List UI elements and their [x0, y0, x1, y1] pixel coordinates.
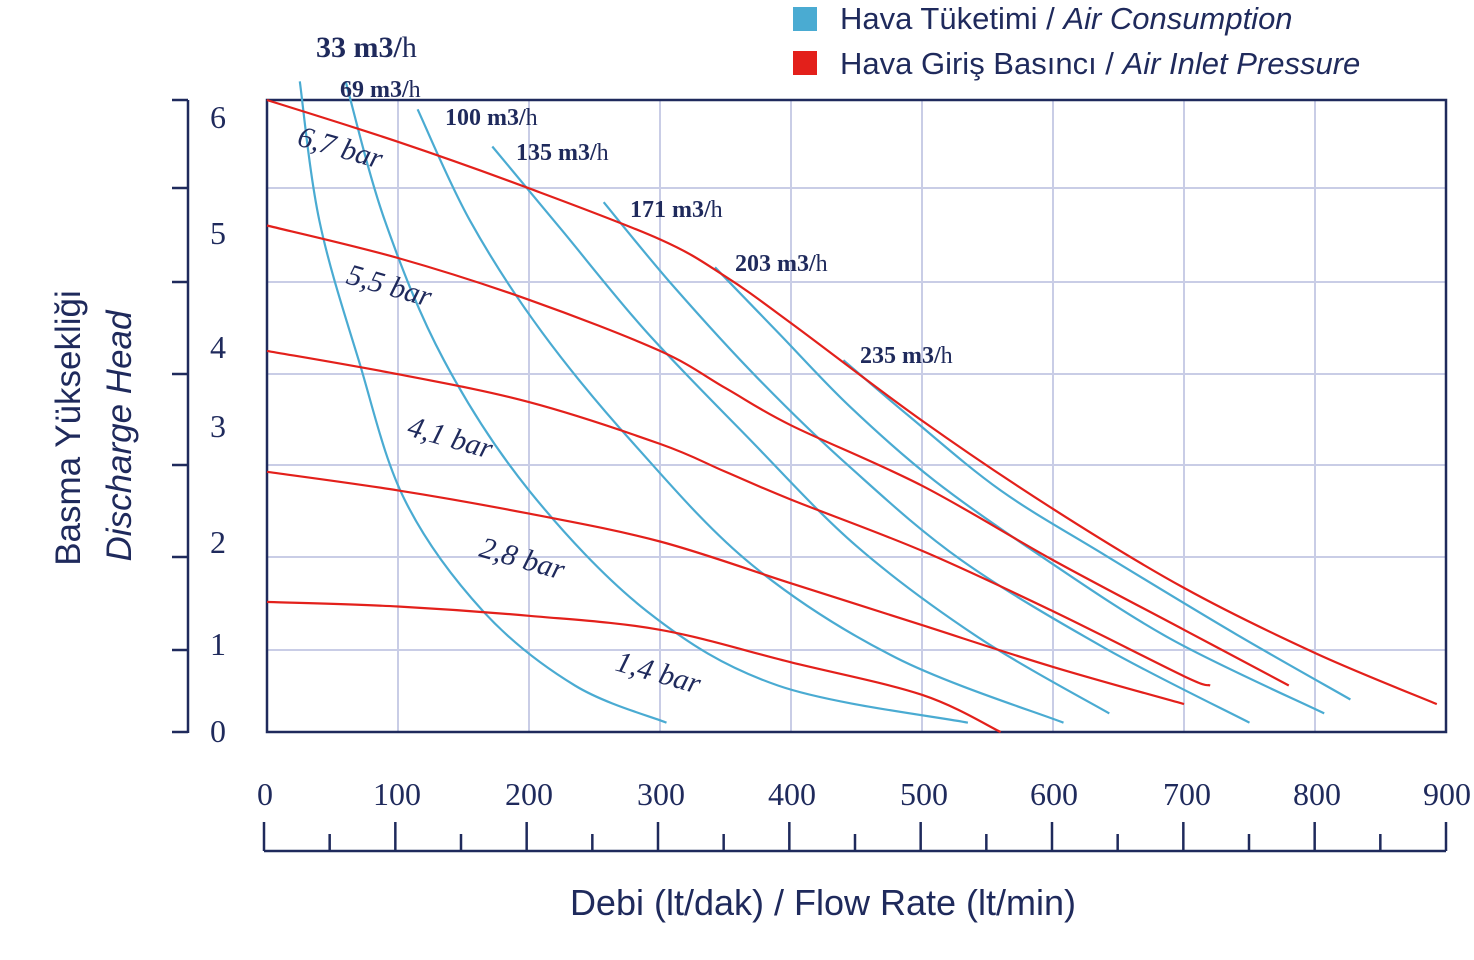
- air-label-203: 203 m3/h: [735, 251, 828, 277]
- pressure-curve-3: [266, 470, 1185, 706]
- x-axis: 0 100 200 300 400 500 600 700 800 900: [257, 776, 1471, 853]
- air-label-69: 69 m3/h: [340, 77, 421, 103]
- air-curve-5: [714, 266, 1325, 715]
- legend-swatch-air-inlet-pressure: [793, 51, 817, 75]
- pressure-curve-0: [266, 98, 1438, 706]
- y-axis-title-tr: Basma Yüksekliği: [49, 290, 88, 566]
- air-curve-4: [602, 201, 1251, 724]
- x-tick-label: 0: [257, 776, 273, 812]
- pressure-curve-1: [266, 224, 1290, 687]
- x-tick-label: 800: [1293, 776, 1341, 812]
- legend: Hava Tüketimi / Air Consumption Hava Gir…: [793, 1, 1360, 81]
- y-tick-label: 6: [210, 99, 226, 135]
- y-tick-label: 2: [210, 524, 226, 560]
- air-label-33: 33 m3/h: [316, 31, 417, 64]
- plot-frame: [265, 98, 1448, 734]
- pressure-label-6-7-bar: 6,7 bar: [294, 120, 387, 176]
- air-label-100: 100 m3/h: [445, 105, 538, 131]
- x-tick-label: 900: [1423, 776, 1471, 812]
- x-tick-label: 200: [505, 776, 553, 812]
- pressure-label-5-5-bar: 5,5 bar: [343, 258, 436, 314]
- air-curve-3: [491, 145, 1110, 715]
- x-tick-label: 700: [1163, 776, 1211, 812]
- y-tick-label: 4: [210, 329, 226, 365]
- y-tick-label: 0: [210, 713, 226, 749]
- y-axis-title-en: Discharge Head: [100, 309, 139, 561]
- air-inlet-pressure-curves: [266, 98, 1438, 733]
- y-tick-label: 3: [210, 408, 226, 444]
- air-curve-0: [298, 81, 667, 724]
- air-consumption-curves: [298, 81, 1351, 724]
- pressure-curve-2: [266, 349, 1211, 687]
- air-label-235: 235 m3/h: [860, 343, 953, 369]
- x-tick-label: 600: [1030, 776, 1078, 812]
- pressure-label-4-1-bar: 4,1 bar: [404, 410, 497, 466]
- legend-swatch-air-consumption: [793, 7, 817, 31]
- air-curve-1: [344, 81, 969, 724]
- x-tick-label: 100: [373, 776, 421, 812]
- air-consumption-labels: 33 m3/h 69 m3/h 100 m3/h 135 m3/h 171 m3…: [316, 31, 953, 369]
- x-tick-label: 400: [768, 776, 816, 812]
- legend-label-air-consumption: Hava Tüketimi / Air Consumption: [840, 1, 1293, 36]
- pressure-label-1-4-bar: 1,4 bar: [612, 645, 705, 701]
- x-axis-title: Debi (lt/dak) / Flow Rate (lt/min): [570, 882, 1076, 923]
- grid: [267, 100, 1446, 732]
- pressure-curve-4: [266, 600, 1002, 733]
- air-curve-2: [416, 108, 1064, 724]
- pressure-label-2-8-bar: 2,8 bar: [476, 531, 569, 587]
- y-tick-label: 5: [210, 215, 226, 251]
- x-tick-label: 500: [900, 776, 948, 812]
- air-curve-6: [842, 359, 1351, 701]
- y-tick-label: 1: [210, 626, 226, 662]
- x-tick-label: 300: [637, 776, 685, 812]
- air-label-171: 171 m3/h: [630, 197, 723, 223]
- air-label-135: 135 m3/h: [516, 140, 609, 166]
- legend-label-air-inlet-pressure: Hava Giriş Basıncı / Air Inlet Pressure: [840, 46, 1360, 81]
- y-axis: 0 1 2 3 4 5 6: [172, 98, 226, 749]
